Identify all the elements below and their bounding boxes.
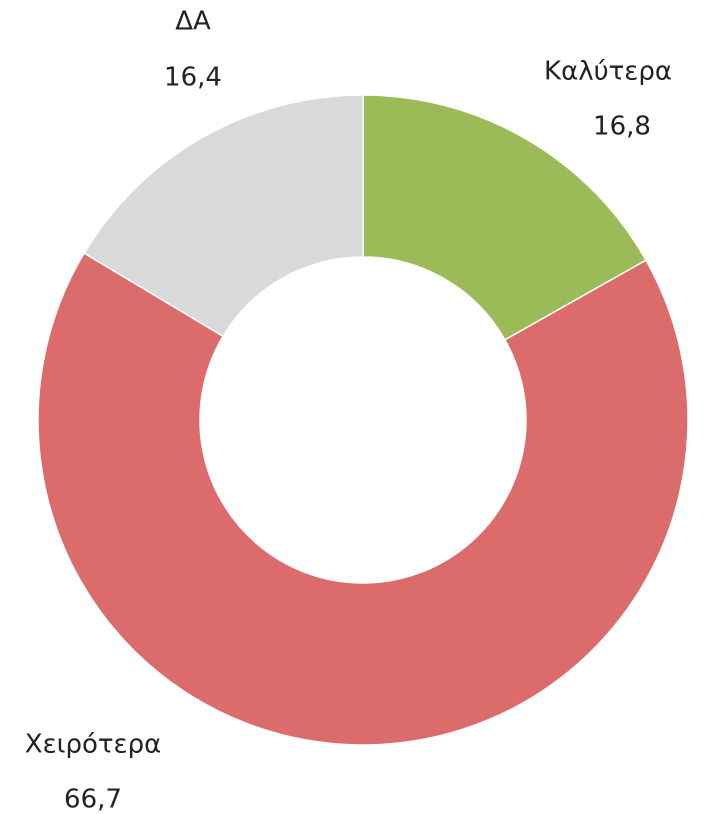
slice-value-label: 16,8 (593, 112, 651, 142)
donut-slice (362, 94, 648, 341)
slice-value-label: 16,4 (164, 63, 222, 93)
slice-label: Καλύτερα (544, 57, 672, 87)
slice-label: Χειρότερα (25, 730, 161, 760)
slice-label: ΔΑ (175, 7, 211, 37)
slice-value-label: 66,7 (64, 785, 122, 814)
donut-slice (83, 94, 364, 338)
donut-slice (37, 252, 689, 746)
